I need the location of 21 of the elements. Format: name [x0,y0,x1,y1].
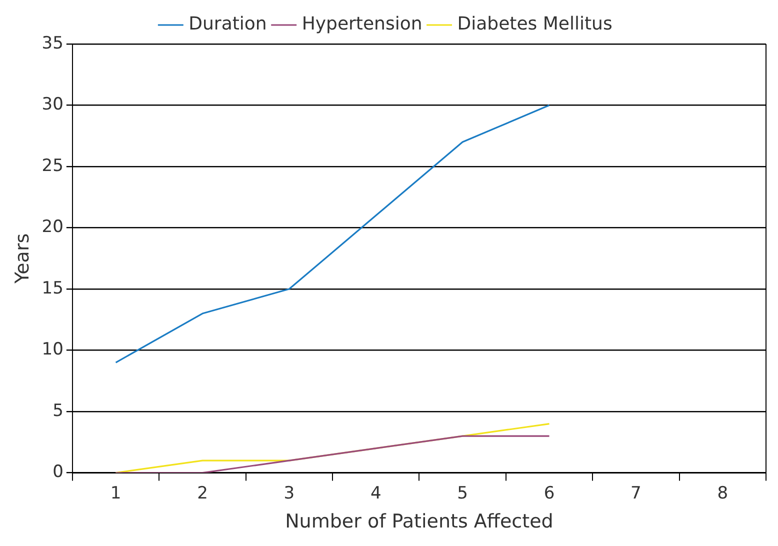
x-tick-label: 3 [284,483,295,504]
y-tick-label: 5 [52,400,64,421]
y-tick-label: 30 [42,94,64,115]
x-tick-label: 6 [544,483,555,504]
x-tick-label: 8 [717,483,728,504]
x-tick-label: 2 [197,483,208,504]
x-axis-title: Number of Patients Affected [285,510,554,533]
y-tick-label: 35 [42,33,64,54]
legend-label: Diabetes Mellitus [457,14,612,35]
x-tick-label: 1 [110,483,122,504]
legend-label: Hypertension [302,14,422,35]
x-tick-label: 5 [457,483,468,504]
x-tick-label: 4 [370,483,382,504]
y-tick-label: 10 [42,340,64,360]
legend-label: Duration [188,14,267,35]
y-tick-label: 20 [42,217,64,238]
y-tick-label: 25 [42,156,64,176]
y-axis-title: Years [11,233,34,284]
y-tick-label: 15 [42,278,64,298]
y-tick-label: 0 [52,462,64,482]
x-tick-label: 7 [630,483,642,504]
